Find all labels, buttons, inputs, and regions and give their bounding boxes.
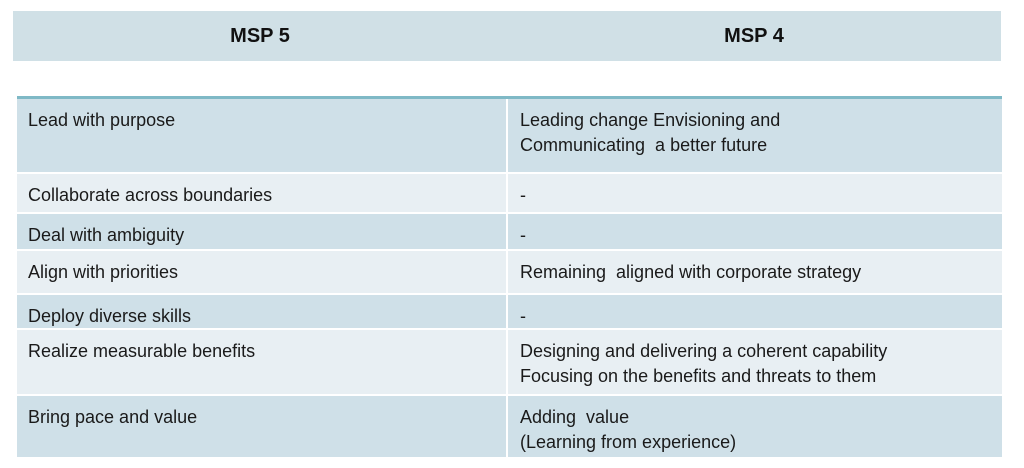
msp5-cell: Deal with ambiguity bbox=[17, 214, 508, 249]
msp5-cell: Realize measurable benefits bbox=[17, 330, 508, 394]
header-msp4: MSP 4 bbox=[724, 24, 784, 47]
table-row: Bring pace and value Adding value (Learn… bbox=[17, 396, 1002, 457]
msp4-cell: Leading change Envisioning and Communica… bbox=[520, 110, 781, 155]
msp5-cell: Bring pace and value bbox=[17, 396, 508, 457]
msp4-cell: Adding value (Learning from experience) bbox=[520, 407, 737, 452]
msp4-cell: Designing and delivering a coherent capa… bbox=[520, 341, 888, 386]
msp5-cell: Deploy diverse skills bbox=[17, 295, 508, 328]
msp5-cell: Lead with purpose bbox=[17, 99, 508, 172]
comparison-header: MSP 5 MSP 4 bbox=[13, 11, 1001, 61]
msp4-cell: - bbox=[520, 306, 526, 326]
msp4-cell: - bbox=[520, 225, 526, 245]
msp4-cell: - bbox=[520, 185, 526, 205]
table-top-rule bbox=[17, 96, 1002, 99]
comparison-table: Lead with purpose Leading change Envisio… bbox=[17, 96, 1002, 457]
table-row: Deploy diverse skills - bbox=[17, 295, 1002, 330]
table-row: Deal with ambiguity - bbox=[17, 214, 1002, 251]
table-row: Collaborate across boundaries - bbox=[17, 174, 1002, 214]
header-msp5: MSP 5 bbox=[230, 24, 290, 47]
table-row: Realize measurable benefits Designing an… bbox=[17, 330, 1002, 396]
msp5-cell: Collaborate across boundaries bbox=[17, 174, 508, 212]
table-row: Lead with purpose Leading change Envisio… bbox=[17, 99, 1002, 174]
table-row: Align with priorities Remaining aligned … bbox=[17, 251, 1002, 295]
msp5-cell: Align with priorities bbox=[17, 251, 508, 293]
msp4-cell: Remaining aligned with corporate strateg… bbox=[520, 262, 862, 282]
